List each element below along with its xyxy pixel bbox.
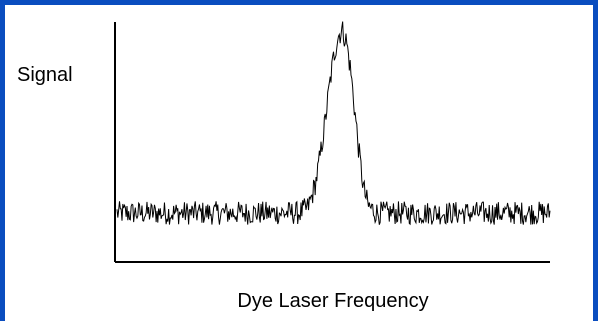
series-layer [116, 21, 551, 226]
signal-trace [116, 21, 551, 226]
x-axis-label: Dye Laser Frequency [237, 290, 428, 312]
chart: Signal Dye Laser Frequency [17, 21, 551, 312]
y-axis-label: Signal [17, 64, 73, 86]
